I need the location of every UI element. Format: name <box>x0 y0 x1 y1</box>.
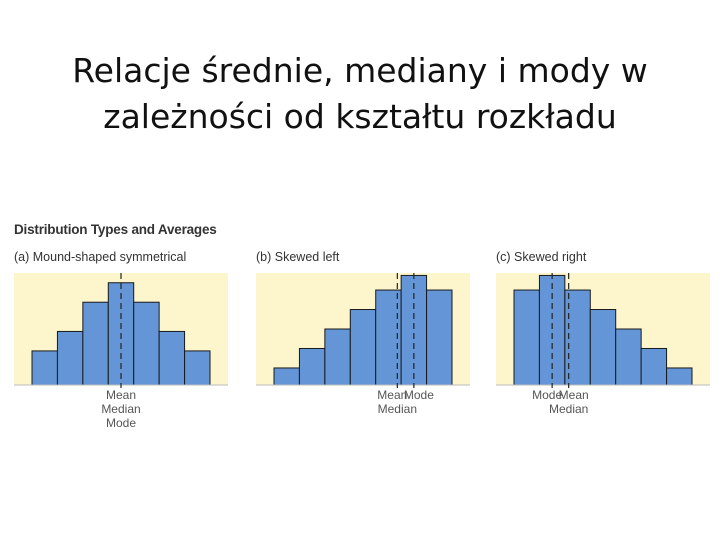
panel-label-b: (b) Skewed left <box>256 250 340 264</box>
histogram-bar <box>615 328 642 386</box>
histogram-bar <box>640 347 668 386</box>
marker-label: Mean <box>106 388 136 402</box>
histogram-bar <box>273 367 300 386</box>
marker-label: Median <box>549 402 588 416</box>
marker-label: Mode <box>404 388 434 402</box>
histogram-bar <box>513 289 540 386</box>
marker-label: Median <box>101 402 140 416</box>
histogram-bar <box>133 301 160 386</box>
slide-title-line-2: zależności od kształtu rozkładu <box>103 97 617 136</box>
histogram-bar <box>82 301 109 386</box>
slide-title-line-1: Relacje średnie, mediany i mody w <box>72 51 648 90</box>
slide-title: Relacje średnie, mediany i mody w zależn… <box>0 48 720 140</box>
histogram-bar <box>158 330 186 386</box>
panel-c: (c) Skewed right Mode Mean Median <box>496 247 720 437</box>
panel-b: (b) Skewed left Mean Median Mode <box>256 247 496 437</box>
marker-label: Median <box>378 402 417 416</box>
panel-label-c: (c) Skewed right <box>496 250 587 264</box>
panel-a: (a) Mound-shaped symmetrical Mean Median M… <box>14 247 254 437</box>
histogram-bar <box>324 328 351 386</box>
histogram-bar <box>184 350 211 386</box>
marker-label: Mode <box>532 388 562 402</box>
histogram-bar <box>298 347 326 386</box>
histogram-bar <box>56 330 84 386</box>
histogram-bar <box>589 309 617 386</box>
marker-label: Mean <box>559 388 589 402</box>
marker-label: Mode <box>106 416 136 430</box>
histogram-bar <box>31 350 58 386</box>
histogram-bar <box>349 309 377 386</box>
marker-label: Mean <box>377 388 407 402</box>
histogram-bar <box>426 289 453 386</box>
histogram-bar <box>666 367 693 386</box>
figure-title: Distribution Types and Averages <box>14 222 217 237</box>
panel-label-a: (a) Mound-shaped symmetrical <box>14 250 187 264</box>
